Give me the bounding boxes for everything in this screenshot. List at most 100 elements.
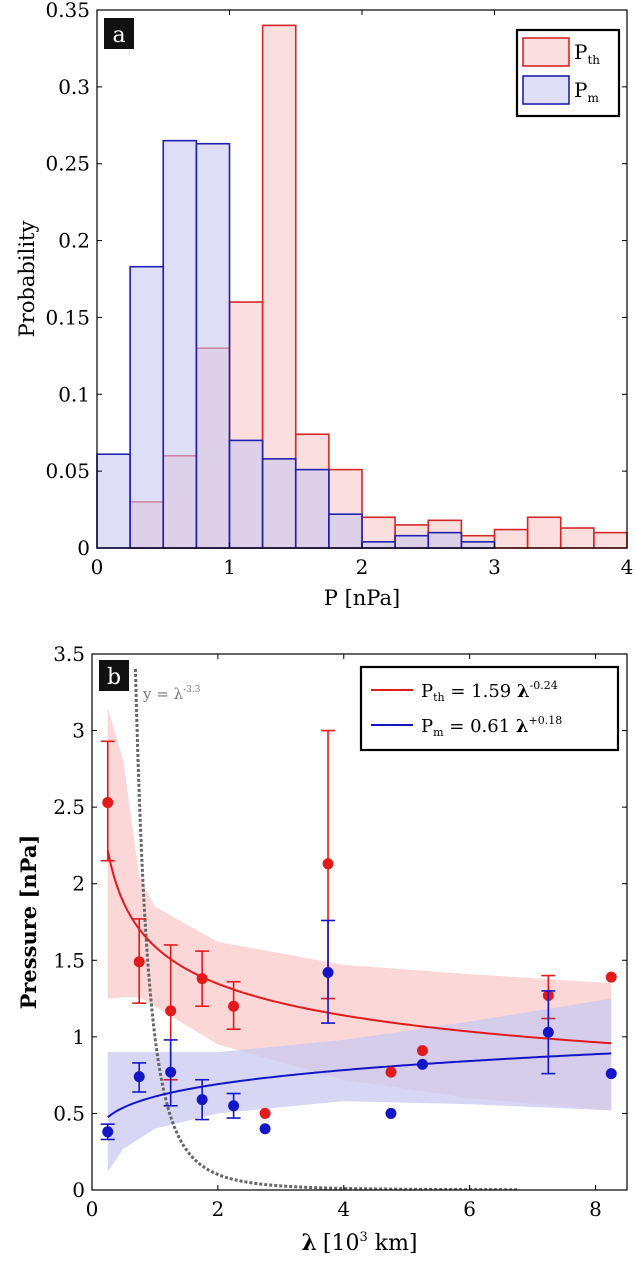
- data-point: [165, 1066, 177, 1078]
- legend-label-part: λ: [517, 681, 530, 702]
- data-point: [322, 858, 334, 870]
- data-point: [385, 1107, 397, 1119]
- legend-label: Pth: [574, 40, 600, 67]
- x-tick-label: 6: [463, 1197, 476, 1221]
- axes-frame: [91, 653, 628, 1191]
- power-law-annotation-base: y = λ: [142, 685, 184, 703]
- y-tick-label: 0.5: [53, 1101, 85, 1125]
- x-axis-label: λ [103 km]: [301, 1230, 417, 1256]
- histogram-bar: [162, 139, 198, 549]
- panel-letter-box: [104, 18, 134, 49]
- y-axis-label: Probability: [15, 221, 39, 338]
- histogram-bar: [261, 458, 297, 549]
- legend-label-part: th: [433, 691, 445, 704]
- legend-label-main: P: [574, 78, 587, 102]
- data-point: [605, 1068, 617, 1080]
- legend-label-sub: th: [587, 53, 600, 67]
- data-point: [542, 1026, 554, 1038]
- histogram-bar: [394, 534, 430, 549]
- y-tick-label: 0.1: [58, 382, 90, 406]
- panel-letter: b: [107, 665, 121, 690]
- y-tick-label: 1: [72, 1025, 85, 1049]
- legend-label-part: λ: [516, 716, 529, 737]
- x-tick-label: 4: [621, 555, 634, 579]
- histogram-bar: [129, 265, 165, 549]
- y-tick-label: 3: [72, 719, 85, 743]
- panel-a: 0 1 2 3 4 0 0.05 0.1 0.15 0.2 0.25 0.3 0.35 P [nPa] Pr…: [15, 0, 633, 610]
- data-point: [228, 1100, 240, 1112]
- histogram-bar: [228, 439, 264, 549]
- data-point: [133, 956, 145, 968]
- x-axis-label-part: λ: [301, 1230, 316, 1256]
- x-tick-label: 0: [86, 1197, 99, 1221]
- histogram-bar: [294, 468, 330, 549]
- panel-letter: a: [112, 23, 125, 48]
- confidence-band: [107, 998, 612, 1172]
- histogram-bar: [427, 531, 463, 549]
- data-point: [385, 1066, 397, 1078]
- x-tick-label: 2: [212, 1197, 225, 1221]
- fit-curve: [106, 850, 612, 1045]
- legend-label-part: = 1.59: [445, 681, 517, 702]
- legend-label-part: -0.24: [530, 679, 558, 692]
- y-axis-label: Pressure [nPa]: [16, 835, 41, 1010]
- x-tick-label: 4: [337, 1197, 350, 1221]
- histogram-bar: [559, 527, 595, 549]
- panel-letter-box: [99, 660, 129, 691]
- y-tick-label: 3.5: [53, 642, 85, 666]
- legend-label-main: P: [574, 40, 587, 64]
- data-point: [196, 1094, 208, 1106]
- y-tick-label: 0: [77, 536, 90, 560]
- histogram-bar: [493, 528, 529, 549]
- legend-label-part: +0.18: [529, 714, 563, 727]
- power-law-annotation-exp: -3.3: [183, 685, 201, 695]
- legend-label: Pth = 1.59 λ-0.24: [421, 679, 558, 704]
- legend-label-part: m: [433, 726, 444, 739]
- y-tick-label: 0.2: [58, 229, 90, 253]
- x-axis-label-part: [10: [323, 1231, 360, 1256]
- legend-label-part: = 0.61: [444, 716, 516, 737]
- histogram-bar: [96, 453, 131, 549]
- data-point: [228, 1000, 240, 1012]
- data-point: [102, 1126, 114, 1138]
- y-tick-label: 0.15: [45, 305, 90, 329]
- data-point: [322, 967, 334, 979]
- legend-label: Pm: [574, 78, 599, 105]
- legend-swatch: [522, 75, 570, 105]
- x-axis-label-part: 3: [359, 1230, 367, 1245]
- data-point: [196, 973, 208, 985]
- histogram-bar: [328, 513, 363, 549]
- histogram-bar: [526, 516, 562, 549]
- x-tick-label: 2: [356, 555, 369, 579]
- data-point: [416, 1045, 428, 1057]
- data-point: [259, 1107, 271, 1119]
- power-law-annotation: y = λ-3.3: [142, 685, 201, 703]
- y-tick-label: 0.05: [45, 459, 90, 483]
- legend-swatch: [522, 37, 570, 67]
- data-point: [102, 797, 114, 809]
- y-tick-label: 1.5: [53, 948, 85, 972]
- data-point: [259, 1123, 271, 1135]
- legend-label-part: P: [421, 716, 433, 737]
- data-point: [605, 971, 617, 983]
- data-point: [133, 1071, 145, 1083]
- histogram-bar: [361, 541, 396, 549]
- x-axis-label-part: km]: [368, 1231, 418, 1256]
- y-tick-label: 0.35: [45, 0, 90, 22]
- x-axis-label: P [nPa]: [324, 586, 400, 610]
- panel-b: 0 2 4 6 800.511.522.533.5λ [103 km]Pressure […: [16, 642, 628, 1256]
- y-tick-label: 2.5: [53, 795, 85, 819]
- legend-label-sub: m: [587, 91, 599, 105]
- y-tick-label: 2: [72, 872, 85, 896]
- legend-frame: [359, 665, 620, 752]
- histogram-bar: [460, 541, 496, 549]
- y-tick-label: 0: [72, 1178, 85, 1202]
- y-tick-label: 0.25: [45, 152, 90, 176]
- histogram-bar: [593, 531, 628, 549]
- legend-label: Pm = 0.61 λ+0.18: [421, 714, 562, 739]
- x-tick-label: 1: [223, 555, 236, 579]
- fit-curve: [107, 1052, 612, 1119]
